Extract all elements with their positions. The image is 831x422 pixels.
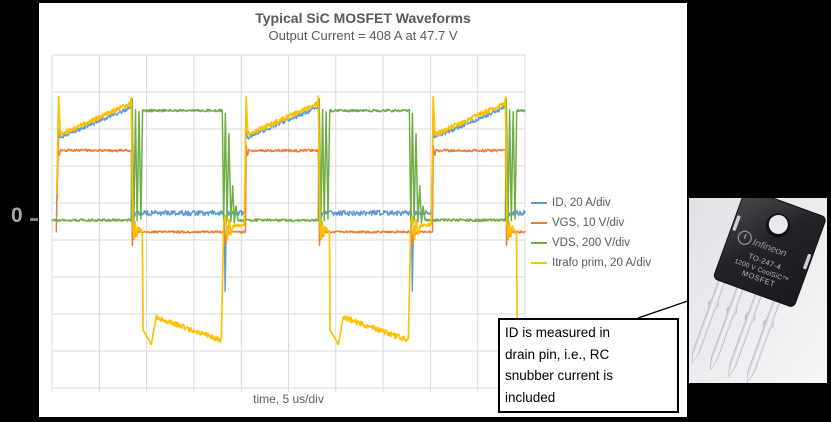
legend-swatch-vds [531, 241, 547, 245]
trace-vds [51, 98, 526, 224]
oscilloscope-plot [51, 54, 526, 392]
legend-label-id: ID, 20 A/div [552, 197, 611, 209]
y-axis-zero-label: 0 [11, 204, 23, 227]
trace-itrafo-prim [55, 95, 526, 346]
legend-item-itrafo: Itrafo prim, 20 A/div [531, 253, 651, 273]
legend-label-vds: VDS, 200 V/div [552, 237, 630, 249]
chart-subtitle: Output Current = 408 A at 47.7 V [268, 28, 458, 43]
chart-title: Typical SiC MOSFET Waveforms [255, 10, 471, 26]
legend-item-id: ID, 20 A/div [531, 193, 651, 213]
legend-swatch-itrafo [531, 261, 547, 265]
chart-legend: ID, 20 A/div VGS, 10 V/div VDS, 200 V/di… [531, 193, 651, 273]
mounting-hole [768, 214, 788, 234]
note-box: ID is measured in drain pin, i.e., RC sn… [498, 318, 679, 413]
mosfet-package-photo: Infineon TO-247-4 1200 V CoolSiC™ MOSFET [689, 198, 827, 383]
note-text: ID is measured in drain pin, i.e., RC sn… [505, 325, 614, 405]
legend-item-vgs: VGS, 10 V/div [531, 213, 651, 233]
legend-swatch-vgs [531, 221, 547, 225]
legend-label-vgs: VGS, 10 V/div [552, 217, 625, 229]
package-side-slot-left [732, 215, 741, 231]
y-axis-tick [30, 218, 38, 221]
package-pins [691, 277, 781, 383]
legend-item-vds: VDS, 200 V/div [531, 233, 651, 253]
waveform-chart-card: Typical SiC MOSFET Waveforms Output Curr… [39, 3, 687, 417]
x-axis-label: time, 5 us/div [253, 392, 324, 406]
package-side-slot-right [803, 253, 812, 270]
legend-swatch-id [531, 201, 547, 205]
legend-label-itrafo: Itrafo prim, 20 A/div [552, 257, 652, 269]
trace-vgs [55, 145, 526, 247]
package-body [713, 198, 826, 307]
